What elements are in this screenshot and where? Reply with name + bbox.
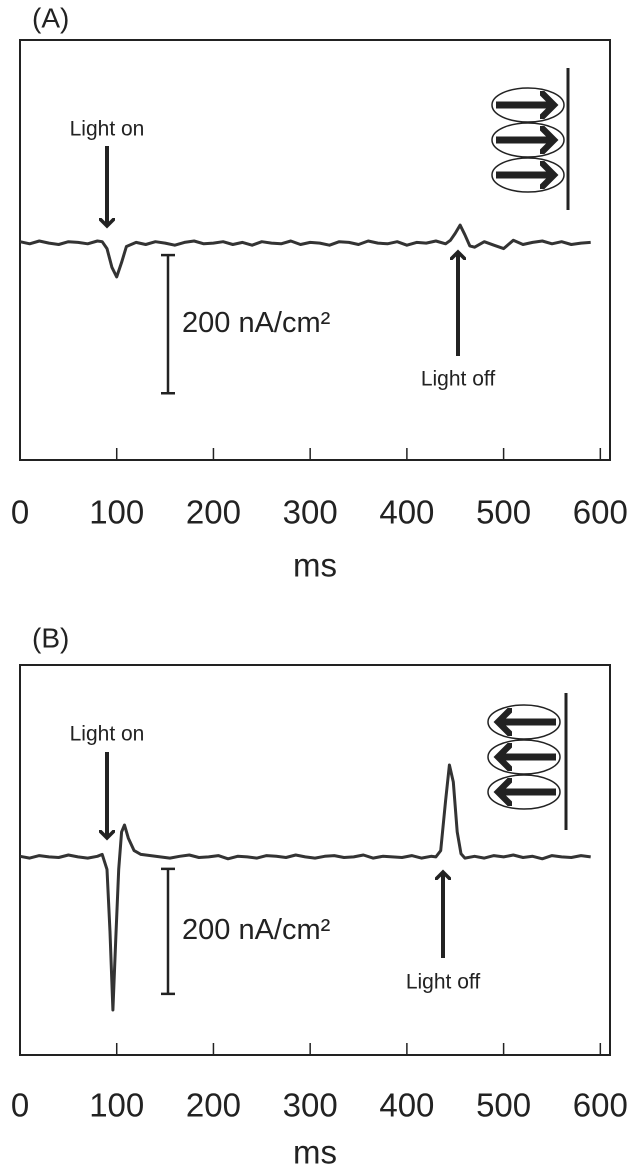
dipole-icon: [491, 122, 565, 158]
x-axis-label: ms: [293, 547, 337, 584]
x-tick-label: 500: [476, 1087, 531, 1124]
x-tick-label: 300: [283, 1087, 338, 1124]
annotation: Light on: [70, 118, 145, 141]
x-tick-label: 200: [186, 494, 241, 531]
annotation: Light on: [70, 723, 145, 746]
dipole-icon: [491, 157, 565, 193]
dipole-icon: [487, 774, 561, 810]
scale-bar-label: 200 nA/cm²: [182, 307, 331, 339]
dipole-icon: [487, 739, 561, 775]
annotation: Light off: [406, 971, 481, 994]
trace: [19, 763, 591, 1012]
x-tick-label: 300: [283, 494, 338, 531]
x-tick-label: 600: [573, 1087, 628, 1124]
x-tick-label: 600: [573, 494, 628, 531]
x-tick-label: 400: [379, 1087, 434, 1124]
x-tick-label: 400: [379, 494, 434, 531]
dipole-icon: [491, 87, 565, 123]
x-tick-label: 500: [476, 494, 531, 531]
scale-bar: [161, 867, 175, 996]
x-tick-label: 100: [89, 1087, 144, 1124]
scale-bar-label: 200 nA/cm²: [182, 914, 331, 946]
panel-label: (A): [32, 2, 69, 33]
x-tick-label: 200: [186, 1087, 241, 1124]
x-axis-label: ms: [293, 1134, 337, 1171]
scale-bar: [161, 253, 175, 395]
plot-frame: [19, 664, 611, 1056]
x-tick-label: 0: [11, 494, 29, 531]
annotation: Light off: [421, 368, 496, 391]
panel-label: (B): [32, 622, 69, 653]
dipole-icon: [487, 704, 561, 740]
plot-frame: [19, 39, 611, 461]
trace: [19, 223, 591, 279]
x-tick-label: 100: [89, 494, 144, 531]
x-tick-label: 0: [11, 1087, 29, 1124]
